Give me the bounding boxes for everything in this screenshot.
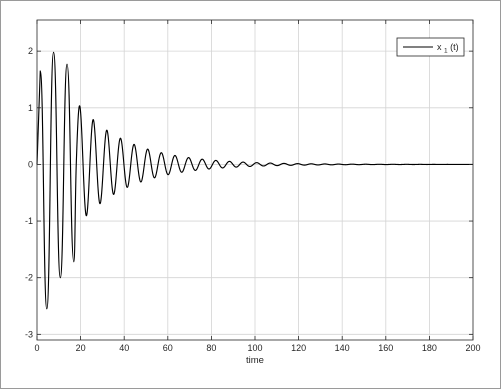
legend: x 1 (t) — [396, 37, 465, 57]
x-tick-label: 80 — [206, 343, 216, 353]
x-tick-label: 180 — [422, 343, 437, 353]
y-tick-label: -1 — [25, 216, 33, 226]
grid-lines — [37, 20, 473, 340]
y-tick-label: -2 — [25, 273, 33, 283]
legend-label-main: x — [437, 42, 442, 52]
x-axis-label: time — [246, 355, 264, 366]
legend-label-suffix: (t) — [450, 42, 459, 52]
x-tick-label: 100 — [247, 343, 262, 353]
y-tick-label: -3 — [25, 329, 33, 339]
x-tick-label: 120 — [291, 343, 306, 353]
x-tick-label: 160 — [378, 343, 393, 353]
axis-ticks: 0 20 40 60 80 100 120 140 160 180 200 -3 -2 -1 0 1 2 — [25, 20, 481, 353]
x-tick-label: 20 — [76, 343, 86, 353]
y-tick-label: 0 — [28, 159, 33, 169]
series-line-x1 — [36, 51, 474, 310]
series-layer — [36, 51, 474, 310]
x-tick-label: 140 — [335, 343, 350, 353]
legend-label-x1: x 1 (t) — [437, 42, 459, 55]
y-tick-label: 1 — [28, 103, 33, 113]
x-tick-label: 40 — [119, 343, 129, 353]
x-tick-label: 60 — [163, 343, 173, 353]
x-tick-label: 0 — [34, 343, 39, 353]
y-tick-label: 2 — [28, 46, 33, 56]
legend-label-subscript: 1 — [444, 48, 448, 55]
x-tick-label: 200 — [465, 343, 480, 353]
